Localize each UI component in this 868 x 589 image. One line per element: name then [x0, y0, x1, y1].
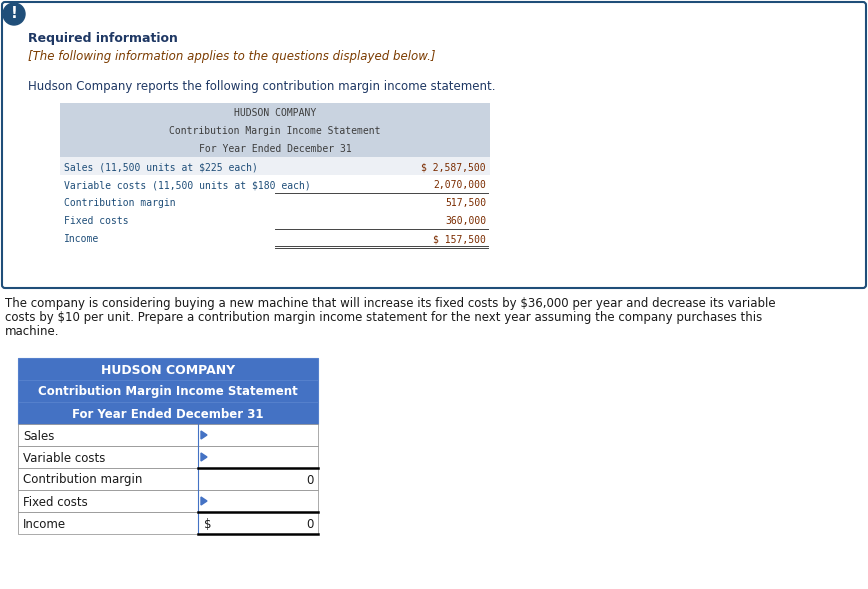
- Text: $ 157,500: $ 157,500: [433, 234, 486, 244]
- Text: Sales (11,500 units at $225 each): Sales (11,500 units at $225 each): [64, 162, 258, 172]
- Text: 360,000: 360,000: [445, 216, 486, 226]
- Text: Sales: Sales: [23, 429, 55, 442]
- Bar: [60, 193, 490, 211]
- Text: Contribution Margin Income Statement: Contribution Margin Income Statement: [169, 126, 381, 136]
- Text: 2,070,000: 2,070,000: [433, 180, 486, 190]
- Bar: [60, 139, 490, 157]
- Text: $: $: [204, 518, 212, 531]
- Text: $ 2,587,500: $ 2,587,500: [421, 162, 486, 172]
- Text: [The following information applies to the questions displayed below.]: [The following information applies to th…: [28, 50, 436, 63]
- Text: 0: 0: [306, 474, 314, 487]
- Text: Fixed costs: Fixed costs: [23, 495, 88, 508]
- Bar: [18, 468, 318, 490]
- Text: costs by $10 per unit. Prepare a contribution margin income statement for the ne: costs by $10 per unit. Prepare a contrib…: [5, 311, 762, 324]
- Text: HUDSON COMPANY: HUDSON COMPANY: [233, 108, 316, 118]
- Bar: [18, 402, 318, 424]
- Text: For Year Ended December 31: For Year Ended December 31: [199, 144, 352, 154]
- Text: For Year Ended December 31: For Year Ended December 31: [72, 408, 264, 421]
- Bar: [18, 446, 318, 468]
- Bar: [18, 490, 318, 512]
- Bar: [60, 229, 490, 247]
- Text: Income: Income: [23, 518, 66, 531]
- Text: machine.: machine.: [5, 325, 60, 338]
- Circle shape: [3, 3, 25, 25]
- Text: 517,500: 517,500: [445, 198, 486, 208]
- Text: Fixed costs: Fixed costs: [64, 216, 128, 226]
- Text: Income: Income: [64, 234, 99, 244]
- Text: The company is considering buying a new machine that will increase its fixed cos: The company is considering buying a new …: [5, 297, 776, 310]
- Text: 0: 0: [306, 518, 314, 531]
- Text: HUDSON COMPANY: HUDSON COMPANY: [101, 363, 235, 376]
- Polygon shape: [201, 453, 207, 461]
- Text: Hudson Company reports the following contribution margin income statement.: Hudson Company reports the following con…: [28, 80, 496, 93]
- Text: Contribution margin: Contribution margin: [64, 198, 175, 208]
- Polygon shape: [201, 431, 207, 439]
- Bar: [18, 512, 318, 534]
- Text: Required information: Required information: [28, 32, 178, 45]
- Text: Contribution Margin Income Statement: Contribution Margin Income Statement: [38, 385, 298, 399]
- Bar: [60, 121, 490, 139]
- Polygon shape: [201, 497, 207, 505]
- Bar: [60, 175, 490, 193]
- Text: !: !: [10, 6, 17, 22]
- Bar: [60, 103, 490, 121]
- Bar: [18, 380, 318, 402]
- Text: Variable costs (11,500 units at $180 each): Variable costs (11,500 units at $180 eac…: [64, 180, 311, 190]
- FancyBboxPatch shape: [2, 2, 866, 288]
- Bar: [60, 157, 490, 175]
- Text: Variable costs: Variable costs: [23, 452, 105, 465]
- Bar: [18, 358, 318, 380]
- Bar: [18, 424, 318, 446]
- Bar: [60, 211, 490, 229]
- Text: Contribution margin: Contribution margin: [23, 474, 142, 487]
